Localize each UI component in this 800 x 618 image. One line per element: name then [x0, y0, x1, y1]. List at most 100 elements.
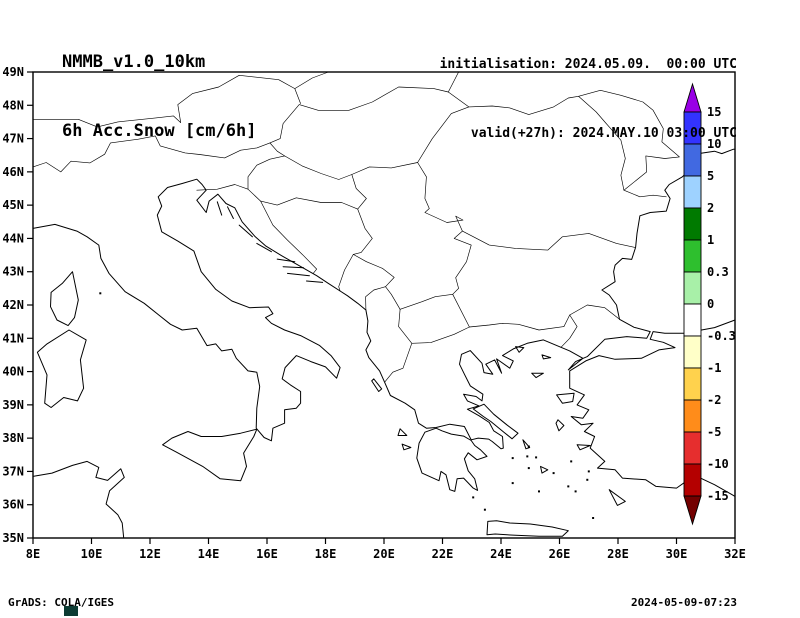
- country-border: [352, 208, 373, 255]
- coastline: [282, 266, 305, 269]
- coastline: [238, 224, 253, 238]
- coastline: [472, 403, 519, 440]
- lat-label: 44N: [2, 231, 24, 245]
- country-border: [469, 322, 565, 331]
- coastline: [276, 258, 296, 263]
- country-border: [32, 135, 285, 173]
- coastline: [541, 354, 552, 360]
- island-dot: [586, 478, 589, 481]
- coastline: [531, 372, 544, 379]
- coastline: [515, 346, 525, 353]
- island-dot: [526, 455, 529, 458]
- lat-label: 37N: [2, 464, 24, 478]
- coastline: [608, 489, 626, 506]
- country-border: [384, 342, 413, 383]
- colorbar-segment: [683, 463, 702, 497]
- coastline: [287, 272, 310, 277]
- island-dot: [567, 485, 570, 488]
- coastline: [522, 439, 531, 450]
- colorbar-label: 5: [707, 169, 714, 183]
- island-dot: [574, 490, 577, 493]
- colorbar-label: 10: [707, 137, 721, 151]
- coastline: [216, 201, 223, 216]
- coastline: [540, 465, 549, 474]
- country-border: [560, 314, 578, 348]
- colorbar-label: -0.3: [707, 329, 736, 343]
- colorbar-label: -15: [707, 489, 729, 503]
- country-border: [452, 293, 470, 328]
- coastline: [227, 206, 234, 219]
- coastline: [36, 329, 87, 408]
- colorbar-segment: [683, 399, 702, 433]
- lon-label: 12E: [139, 547, 161, 561]
- field-name: 6h Acc.Snow [cm/6h]: [62, 121, 257, 141]
- colorbar-label: 2: [707, 201, 714, 215]
- lon-label: 18E: [315, 547, 337, 561]
- coastline: [401, 443, 412, 451]
- model-name: NMMB_v1.0_10km: [62, 52, 206, 72]
- island-dot: [511, 482, 514, 485]
- lat-label: 36N: [2, 498, 24, 512]
- country-border: [365, 286, 386, 311]
- country-border: [411, 326, 470, 344]
- colorbar-bottom-arrow: [683, 495, 702, 526]
- island-dot: [535, 456, 538, 459]
- lon-label: 10E: [81, 547, 103, 561]
- colorbar-segment: [683, 335, 702, 369]
- colorbar-label: -10: [707, 457, 729, 471]
- colorbar-label: 0.3: [707, 265, 729, 279]
- time-info: initialisation: 2024.05.09. 00:00 UTC va…: [440, 7, 737, 191]
- lat-label: 47N: [2, 132, 24, 146]
- country-border: [352, 254, 401, 310]
- island-dot: [587, 470, 590, 473]
- colorbar-segment: [683, 271, 702, 305]
- colorbar-label: -5: [707, 425, 721, 439]
- coastline: [32, 148, 736, 450]
- country-border: [569, 304, 620, 320]
- lat-label: 39N: [2, 398, 24, 412]
- country-border: [351, 174, 367, 210]
- colorbar-segment: [683, 431, 702, 465]
- coastline: [486, 520, 569, 537]
- island-dot: [527, 467, 530, 470]
- country-border: [462, 230, 636, 251]
- coastline: [569, 319, 736, 497]
- country-border: [399, 293, 454, 310]
- lat-label: 38N: [2, 431, 24, 445]
- lat-label: 48N: [2, 98, 24, 112]
- island-dot: [592, 517, 595, 519]
- grads-stamp: [64, 606, 78, 616]
- grads-credit: GrADS: COLA/IGES: [8, 596, 114, 609]
- colorbar-segment: [683, 367, 702, 401]
- lon-label: 20E: [373, 547, 395, 561]
- lat-label: 49N: [2, 65, 24, 79]
- island-dot: [99, 292, 102, 295]
- island-dot: [472, 496, 475, 499]
- lon-label: 28E: [607, 547, 629, 561]
- lon-label: 14E: [198, 547, 220, 561]
- country-border: [398, 308, 413, 344]
- country-border: [260, 200, 318, 274]
- colorbar-label: 0: [707, 297, 714, 311]
- country-border: [417, 95, 579, 163]
- lat-label: 40N: [2, 365, 24, 379]
- country-border: [247, 188, 359, 210]
- lat-label: 46N: [2, 165, 24, 179]
- lat-label: 35N: [2, 531, 24, 545]
- colorbar-segment: [683, 207, 702, 241]
- coastline: [576, 444, 591, 451]
- country-border: [338, 254, 354, 292]
- country-border: [447, 71, 459, 93]
- coastline: [50, 271, 79, 327]
- coastline: [397, 428, 408, 436]
- country-border: [32, 74, 301, 128]
- lat-label: 42N: [2, 298, 24, 312]
- creation-timestamp: 2024-05-09-07:23: [631, 596, 737, 609]
- country-border: [294, 71, 329, 89]
- valid-time: valid(+27h): 2024.MAY.10 03:00 UTC: [470, 126, 737, 141]
- island-dot: [527, 445, 530, 448]
- island-dot: [511, 457, 514, 460]
- colorbar-label: -2: [707, 393, 721, 407]
